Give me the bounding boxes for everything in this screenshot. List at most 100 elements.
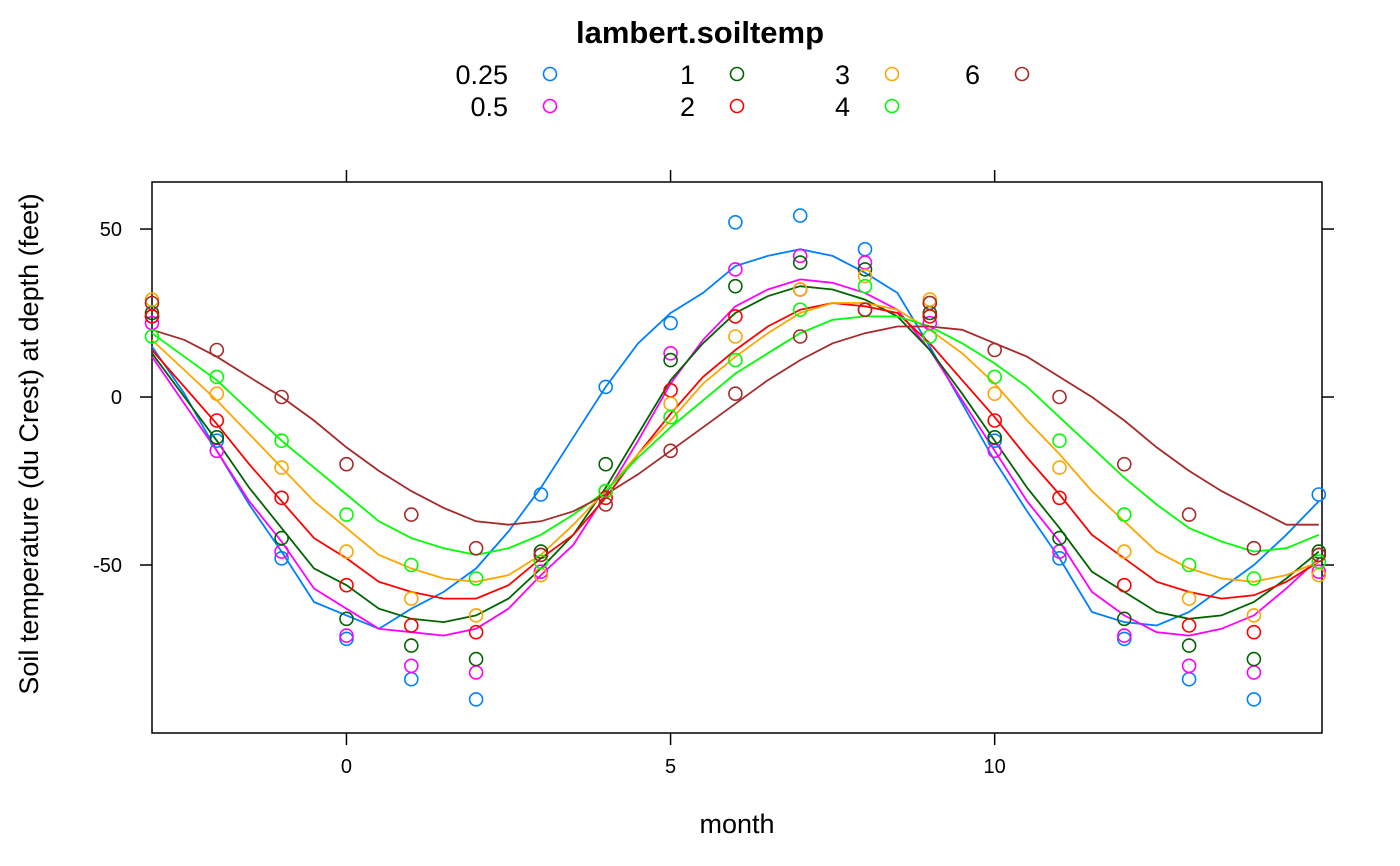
data-point-3 bbox=[274, 460, 289, 475]
data-point-0.5 bbox=[468, 665, 484, 680]
data-point-4 bbox=[274, 433, 289, 449]
legend-item-2: 2 bbox=[680, 92, 745, 122]
legend-symbol bbox=[884, 98, 900, 114]
legend-label: 4 bbox=[835, 92, 850, 122]
legend-label: 6 bbox=[965, 60, 980, 90]
data-point-3 bbox=[857, 268, 873, 284]
legend-item-0.5: 0.5 bbox=[470, 92, 558, 122]
series-line-0.25 bbox=[151, 248, 1320, 630]
x-tick-label: 5 bbox=[665, 756, 676, 778]
legend-symbol bbox=[729, 66, 745, 82]
legend-item-6: 6 bbox=[965, 60, 1030, 90]
data-point-1 bbox=[274, 530, 289, 546]
legend-item-4: 4 bbox=[835, 92, 900, 122]
data-point-2 bbox=[403, 618, 419, 633]
data-point-3 bbox=[468, 608, 484, 623]
data-point-0.25 bbox=[728, 215, 743, 230]
data-point-4 bbox=[1117, 507, 1132, 522]
legend-item-3: 3 bbox=[835, 60, 900, 90]
data-point-1 bbox=[468, 651, 484, 667]
data-point-3 bbox=[987, 386, 1003, 402]
data-point-1 bbox=[1052, 530, 1067, 546]
data-point-4 bbox=[857, 278, 873, 294]
data-point-1 bbox=[1181, 638, 1197, 653]
data-point-4 bbox=[1181, 557, 1197, 573]
data-point-3 bbox=[922, 292, 938, 307]
data-point-0.5 bbox=[1246, 665, 1262, 680]
data-point-1 bbox=[1246, 651, 1262, 667]
data-point-0.5 bbox=[1117, 628, 1132, 643]
data-point-6 bbox=[857, 302, 873, 318]
series-line-6 bbox=[151, 325, 1319, 526]
data-point-2 bbox=[598, 490, 614, 506]
data-point-2 bbox=[728, 309, 743, 324]
data-point-6 bbox=[922, 295, 938, 311]
data-point-3 bbox=[403, 591, 419, 606]
y-tick-label: 50 bbox=[100, 219, 122, 241]
data-point-0.25 bbox=[468, 692, 484, 707]
data-point-3 bbox=[1246, 608, 1262, 623]
data-point-0.25 bbox=[1311, 487, 1327, 502]
data-point-1 bbox=[209, 429, 225, 445]
legend-label: 2 bbox=[680, 92, 695, 122]
legend: 0.250.5 12 34 6 bbox=[455, 60, 1030, 122]
data-point-0.5 bbox=[1311, 564, 1327, 580]
x-tick-label: 10 bbox=[984, 756, 1006, 778]
data-point-0.5 bbox=[728, 262, 743, 277]
data-point-2 bbox=[209, 413, 225, 428]
data-point-4 bbox=[1246, 571, 1262, 586]
data-point-6 bbox=[468, 540, 484, 556]
data-point-6 bbox=[792, 329, 808, 344]
data-point-0.5 bbox=[663, 345, 678, 361]
data-point-2 bbox=[1052, 490, 1067, 506]
legend-label: 1 bbox=[680, 60, 695, 90]
data-point-3 bbox=[339, 544, 354, 559]
data-point-3 bbox=[209, 386, 225, 402]
legend-label: 0.5 bbox=[470, 92, 508, 122]
points bbox=[144, 208, 1327, 707]
data-point-1 bbox=[857, 262, 873, 277]
data-point-3 bbox=[792, 282, 808, 297]
curves bbox=[151, 248, 1320, 637]
data-point-4 bbox=[728, 352, 743, 368]
data-point-1 bbox=[1117, 611, 1132, 627]
data-point-0.5 bbox=[533, 564, 549, 580]
data-point-6 bbox=[1117, 456, 1132, 472]
data-point-3 bbox=[728, 329, 743, 344]
data-point-6 bbox=[728, 386, 743, 402]
data-point-1 bbox=[792, 255, 808, 270]
series-line-3 bbox=[151, 302, 1320, 583]
data-point-6 bbox=[1052, 389, 1067, 405]
data-point-0.25 bbox=[403, 671, 419, 687]
data-point-6 bbox=[1311, 547, 1327, 563]
plot-frame bbox=[151, 181, 1323, 734]
data-point-1 bbox=[339, 611, 354, 627]
data-point-4 bbox=[922, 329, 938, 344]
data-point-0.5 bbox=[792, 248, 808, 264]
data-point-2 bbox=[1181, 618, 1197, 633]
data-point-4 bbox=[468, 571, 484, 586]
legend-symbol bbox=[1014, 66, 1030, 82]
data-point-4 bbox=[209, 369, 225, 385]
data-point-0.25 bbox=[339, 631, 354, 647]
data-point-6 bbox=[403, 507, 419, 522]
data-point-6 bbox=[598, 497, 614, 512]
legend-label: 3 bbox=[835, 60, 850, 90]
data-point-0.25 bbox=[1181, 671, 1197, 687]
data-point-0.25 bbox=[1117, 631, 1132, 647]
data-point-2 bbox=[468, 624, 484, 640]
data-point-3 bbox=[1052, 460, 1067, 475]
data-point-2 bbox=[339, 577, 354, 593]
data-point-1 bbox=[598, 456, 614, 472]
data-point-2 bbox=[274, 490, 289, 506]
data-point-2 bbox=[1246, 624, 1262, 640]
data-point-6 bbox=[663, 443, 678, 459]
data-point-0.25 bbox=[792, 208, 808, 223]
data-point-6 bbox=[274, 389, 289, 405]
data-point-6 bbox=[533, 547, 549, 563]
legend-symbol bbox=[542, 66, 558, 82]
legend-label: 0.25 bbox=[455, 60, 508, 90]
x-tick-label: 0 bbox=[341, 756, 352, 778]
data-point-2 bbox=[1117, 577, 1132, 593]
